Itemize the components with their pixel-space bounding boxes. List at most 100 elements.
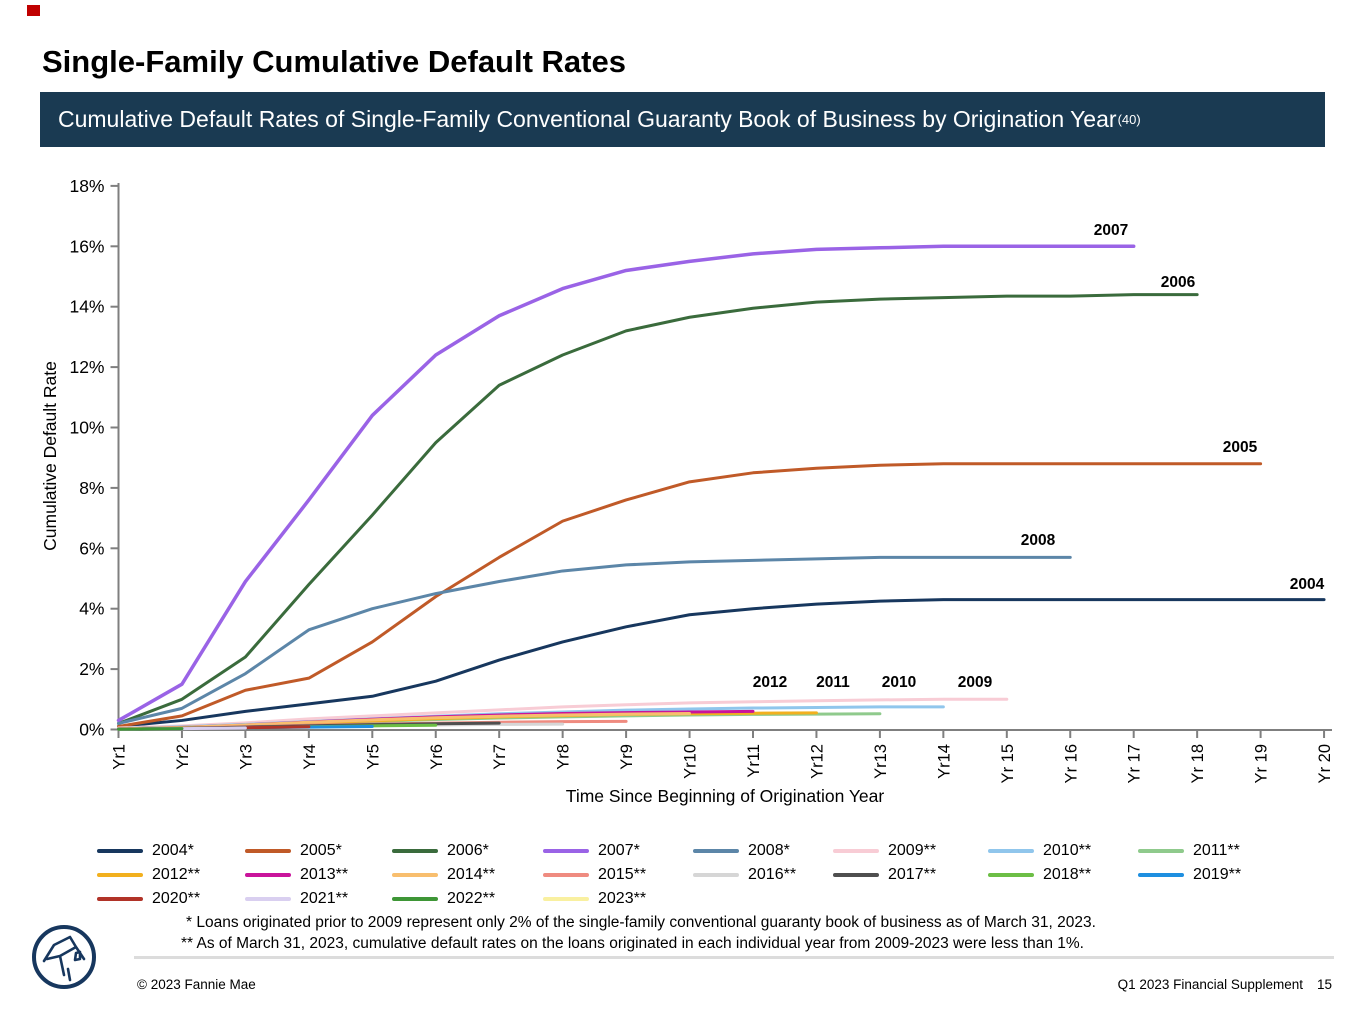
legend-swatch-2021 — [245, 897, 291, 901]
series-line-2006 — [117, 293, 1199, 725]
footer-copyright: © 2023 Fannie Mae — [137, 977, 256, 992]
legend-item-2019: 2019** — [1138, 866, 1241, 884]
logo-circle — [32, 925, 96, 989]
legend-swatch-2019 — [1138, 873, 1184, 877]
y-tick-label-2%: 2% — [79, 659, 104, 679]
y-axis-title: Cumulative Default Rate — [40, 361, 60, 551]
legend-label-2010: 2010** — [1043, 842, 1092, 859]
y-tick-label-18%: 18% — [69, 176, 104, 196]
series-line-2011 — [117, 712, 882, 731]
x-tick-label-Yr17: Yr 17 — [1126, 744, 1144, 783]
x-tick-label-Yr16: Yr 16 — [1062, 744, 1080, 783]
legend-label-2020: 2020** — [152, 890, 201, 907]
x-tick-label-Yr2: Yr2 — [174, 744, 192, 770]
y-tick-label-16%: 16% — [69, 236, 104, 256]
legend-item-2011: 2011** — [1138, 842, 1240, 860]
legend-label-2018: 2018** — [1043, 866, 1092, 883]
x-tick-label-Yr15: Yr 15 — [999, 744, 1017, 783]
series-annotation-2008: 2008 — [1021, 532, 1056, 549]
series-line-2005 — [117, 462, 1263, 728]
legend-label-2004: 2004* — [152, 842, 194, 859]
legend-label-2008: 2008* — [748, 842, 790, 859]
y-tick-label-0%: 0% — [79, 720, 104, 740]
x-tick-label-Yr18: Yr 18 — [1189, 744, 1207, 783]
legend-swatch-2020 — [97, 897, 143, 901]
legend-swatch-2018 — [988, 873, 1034, 877]
series-annotation-2012: 2012 — [753, 674, 787, 691]
x-tick-label-Yr3: Yr3 — [237, 744, 255, 770]
fannie-mae-logo — [32, 925, 96, 989]
series-annotation-2011: 2011 — [816, 674, 850, 691]
y-tick-label-14%: 14% — [69, 297, 104, 317]
series-line-2018 — [117, 723, 438, 731]
y-tick-label-6%: 6% — [79, 538, 104, 558]
legend-swatch-2011 — [1138, 849, 1184, 853]
legend-swatch-2012 — [97, 873, 143, 877]
legend-label-2005: 2005* — [300, 842, 342, 859]
legend-item-2020: 2020** — [97, 890, 200, 908]
series-line-2004 — [117, 598, 1326, 728]
banner: Cumulative Default Rates of Single-Famil… — [40, 92, 1325, 147]
x-tick-label-Yr8: Yr8 — [555, 744, 573, 770]
legend-item-2015: 2015** — [543, 866, 646, 884]
legend-item-2012: 2012** — [97, 866, 200, 884]
legend-label-2023: 2023** — [598, 890, 647, 907]
series-annotation-2010: 2010 — [882, 674, 916, 691]
page-title: Single-Family Cumulative Default Rates — [42, 44, 626, 79]
legend-swatch-2014 — [392, 873, 438, 877]
x-tick-label-Yr1: Yr1 — [111, 744, 129, 770]
series-annotation-2006: 2006 — [1161, 274, 1196, 291]
x-tick-label-Yr7: Yr7 — [491, 744, 509, 770]
footer-divider — [134, 956, 1334, 959]
series-annotation-2004: 2004 — [1290, 576, 1325, 593]
series-line-2012 — [117, 711, 818, 731]
legend-label-2021: 2021** — [300, 890, 349, 907]
legend-label-2009: 2009** — [888, 842, 937, 859]
footer-right: Q1 2023 Financial Supplement 15 — [1118, 977, 1332, 992]
x-tick-label-Yr12: Yr12 — [808, 744, 826, 779]
footnote-double-asterisk: ** As of March 31, 2023, cumulative defa… — [181, 935, 1084, 952]
legend-label-2022: 2022** — [447, 890, 496, 907]
legend-item-2018: 2018** — [988, 866, 1091, 884]
x-tick-label-Yr20: Yr 20 — [1316, 744, 1334, 783]
y-tick-label-4%: 4% — [79, 599, 104, 619]
x-tick-label-Yr4: Yr4 — [301, 744, 319, 770]
series-line-2007 — [116, 244, 1136, 723]
legend-swatch-2016 — [693, 873, 739, 877]
legend-item-2023: 2023** — [543, 890, 646, 908]
legend-label-2019: 2019** — [1193, 866, 1242, 883]
legend-item-2008: 2008* — [693, 842, 790, 860]
legend-swatch-2008 — [693, 849, 739, 853]
legend-item-2006: 2006* — [392, 842, 489, 860]
series-line-2017 — [117, 721, 501, 731]
legend-label-2016: 2016** — [748, 866, 797, 883]
legend-swatch-2015 — [543, 873, 589, 877]
legend-label-2006: 2006* — [447, 842, 489, 859]
banner-text: Cumulative Default Rates of Single-Famil… — [58, 106, 1117, 132]
x-tick-label-Yr5: Yr5 — [364, 744, 382, 770]
x-tick-label-Yr11: Yr11 — [745, 744, 763, 778]
legend-item-2017: 2017** — [833, 866, 936, 884]
series-annotation-2009: 2009 — [958, 674, 993, 691]
x-tick-label-Yr19: Yr 19 — [1253, 744, 1271, 783]
legend-label-2014: 2014** — [447, 866, 496, 883]
series-line-2013 — [117, 709, 755, 731]
legend-item-2004: 2004* — [97, 842, 194, 860]
logo-house-icon — [42, 935, 86, 982]
legend-label-2013: 2013** — [300, 866, 349, 883]
legend-swatch-2017 — [833, 873, 879, 877]
legend-swatch-2010 — [988, 849, 1034, 853]
legend-swatch-2009 — [833, 849, 879, 853]
legend-item-2022: 2022** — [392, 890, 495, 908]
series-line-2010 — [117, 705, 945, 731]
legend-swatch-2013 — [245, 873, 291, 877]
series-line-2022 — [117, 727, 184, 731]
legend-label-2011: 2011** — [1193, 842, 1240, 859]
y-tick-label-8%: 8% — [79, 478, 104, 498]
legend-swatch-2022 — [392, 897, 438, 901]
series-line-2015 — [117, 719, 628, 731]
x-tick-label-Yr10: Yr10 — [682, 744, 700, 779]
series-line-2021 — [117, 726, 247, 731]
series-line-2014 — [117, 711, 692, 731]
